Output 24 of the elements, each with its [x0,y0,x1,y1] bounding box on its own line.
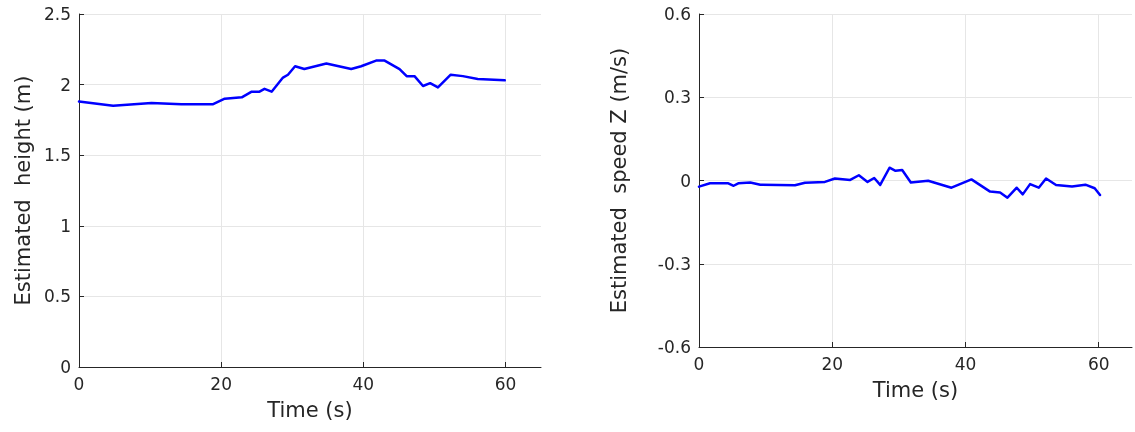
y-tick-label: -0.6 [657,337,691,357]
x-tick-label: 0 [693,353,705,374]
y-tick-label: 0.3 [663,87,691,108]
y-tick-label: 1.5 [43,145,71,166]
y-axis-title: Estimated height (m) [10,75,35,306]
y-tick-label: 0 [680,170,691,191]
x-tick-label: 20 [821,353,844,374]
x-axis-title: Time (s) [871,377,959,402]
y-tick-label: -0.3 [657,253,691,274]
x-tick-label: 0 [73,373,85,394]
y-tick-label: 0.5 [43,286,71,307]
x-tick-label: 40 [352,373,375,394]
x-axis-title: Time (s) [266,397,353,422]
x-tick-label: 60 [494,373,517,394]
y-axis-title: Estimated speed Z (m/s) [606,47,631,314]
line-series [697,166,1102,199]
x-tick-label: 40 [954,353,977,374]
y-tick-label: 0.6 [663,4,691,24]
x-tick-label: 60 [1087,353,1110,374]
line-series [77,59,506,108]
y-tick-label: 1 [60,215,71,236]
y-tick-label: 2.5 [43,4,71,24]
x-tick-label: 20 [210,373,232,394]
y-tick-label: 2 [60,74,71,95]
